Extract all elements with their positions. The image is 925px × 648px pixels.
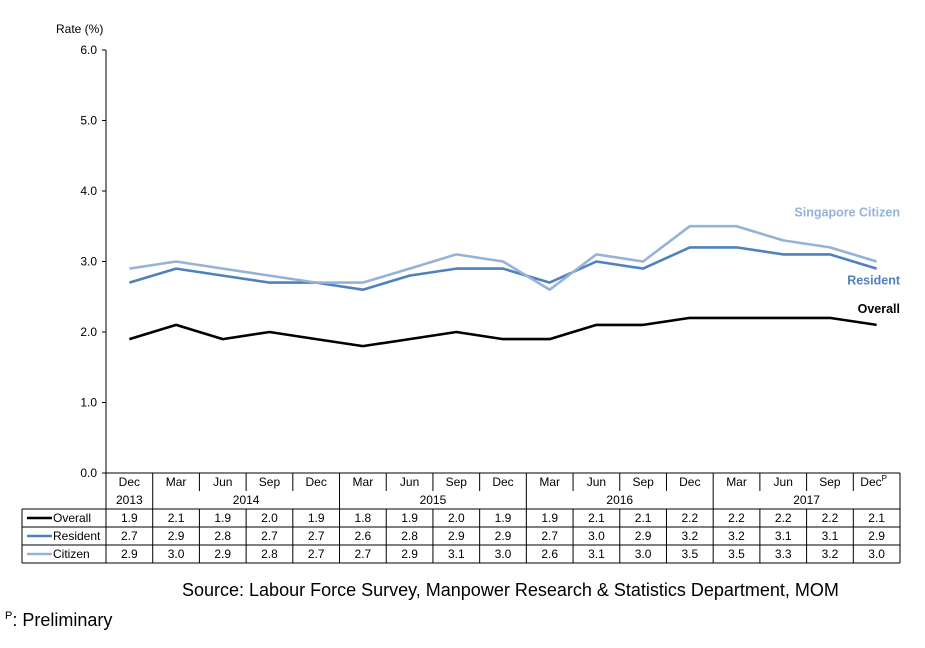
y-tick-label: 6.0 [80, 43, 97, 57]
y-axis-title: Rate (%) [56, 22, 103, 36]
footnote: P: Preliminary [5, 610, 112, 631]
year-label: 2016 [606, 493, 633, 507]
table-cell: 3.1 [588, 547, 605, 561]
legend-label: Citizen [53, 547, 90, 561]
y-tick-label: 2.0 [80, 325, 97, 339]
table-cell: 2.2 [681, 511, 698, 525]
table-cell: 2.7 [121, 529, 138, 543]
year-label: 2013 [116, 493, 143, 507]
x-tick-label: Jun [774, 475, 793, 489]
table-cell: 3.0 [868, 547, 885, 561]
table-cell: 1.9 [401, 511, 418, 525]
x-tick-label: Dec [679, 475, 700, 489]
x-tick-label: Sep [259, 475, 281, 489]
y-tick-label: 1.0 [80, 396, 97, 410]
table-cell: 3.2 [728, 529, 745, 543]
table-cell: 2.1 [635, 511, 652, 525]
table-cell: 3.0 [495, 547, 512, 561]
table-cell: 1.9 [308, 511, 325, 525]
table-cell: 2.7 [355, 547, 372, 561]
table-cell: 2.2 [728, 511, 745, 525]
table-cell: 3.0 [635, 547, 652, 561]
x-tick-label: Mar [726, 475, 747, 489]
table-cell: 1.9 [541, 511, 558, 525]
year-label: 2015 [420, 493, 447, 507]
table-cell: 2.1 [588, 511, 605, 525]
table-cell: 3.1 [822, 529, 839, 543]
table-cell: 1.9 [495, 511, 512, 525]
y-tick-label: 5.0 [80, 114, 97, 128]
table-cell: 2.9 [635, 529, 652, 543]
series-line-overall [129, 316, 877, 348]
x-tick-label: Dec [119, 475, 140, 489]
table-cell: 2.6 [541, 547, 558, 561]
source-note: Source: Labour Force Survey, Manpower Re… [182, 580, 839, 600]
table-cell: 3.0 [168, 547, 185, 561]
x-tick-label: Jun [587, 475, 606, 489]
table-cell: 2.0 [261, 511, 278, 525]
table-cell: 2.7 [308, 547, 325, 561]
table-cell: 3.5 [681, 547, 698, 561]
table-cell: 1.9 [214, 511, 231, 525]
table-cell: 2.2 [822, 511, 839, 525]
table-cell: 2.6 [355, 529, 372, 543]
x-tick-label: Sep [819, 475, 841, 489]
table-cell: 2.8 [214, 529, 231, 543]
table-cell: 2.8 [401, 529, 418, 543]
table-cell: 3.0 [588, 529, 605, 543]
preliminary-mark: P [882, 474, 887, 483]
x-tick-label: Dec [306, 475, 327, 489]
y-tick-label: 4.0 [80, 184, 97, 198]
x-tick-label: Dec [492, 475, 513, 489]
x-tick-label: Jun [400, 475, 419, 489]
series-label-citizen: Singapore Citizen [794, 206, 900, 220]
table-cell: 3.5 [728, 547, 745, 561]
table-cell: 1.9 [121, 511, 138, 525]
table-cell: 2.9 [401, 547, 418, 561]
table-cell: 3.1 [775, 529, 792, 543]
footnote-text: : Preliminary [12, 610, 113, 630]
table-cell: 2.9 [868, 529, 885, 543]
series-label-resident: Resident [847, 274, 901, 288]
table-cell: 3.2 [822, 547, 839, 561]
legend-label: Overall [53, 511, 91, 525]
y-tick-label: 3.0 [80, 255, 97, 269]
table-cell: 2.7 [541, 529, 558, 543]
table-cell: 3.1 [448, 547, 465, 561]
series-line-citizen [129, 224, 877, 292]
table-cell: 2.0 [448, 511, 465, 525]
x-tick-label: Sep [446, 475, 468, 489]
table-cell: 3.3 [775, 547, 792, 561]
series-line-resident [129, 246, 877, 292]
legend-label: Resident [53, 529, 101, 543]
x-tick-label: Mar [166, 475, 187, 489]
table-cell: 3.2 [681, 529, 698, 543]
year-label: 2017 [793, 493, 820, 507]
table-cell: 2.9 [121, 547, 138, 561]
x-tick-label: DecP [860, 474, 887, 489]
table-cell: 2.9 [214, 547, 231, 561]
x-tick-label: Jun [213, 475, 232, 489]
table-cell: 1.8 [355, 511, 372, 525]
table-cell: 2.8 [261, 547, 278, 561]
x-tick-label: Sep [632, 475, 654, 489]
table-cell: 2.7 [308, 529, 325, 543]
x-tick-label: Mar [353, 475, 374, 489]
series-label-overall: Overall [858, 302, 900, 316]
table-cell: 2.1 [868, 511, 885, 525]
unemployment-rate-chart: 0.0 1.0 2.0 3.0 4.0 5.0 6.0 Rate (%) Dec Mar Jun Se… [21, 22, 901, 564]
table-cell: 2.2 [775, 511, 792, 525]
table-cell: 2.9 [448, 529, 465, 543]
table-cell: 2.9 [168, 529, 185, 543]
table-cell: 2.7 [261, 529, 278, 543]
table-cell: 2.9 [495, 529, 512, 543]
y-tick-label: 0.0 [80, 466, 97, 480]
table-cell: 2.1 [168, 511, 185, 525]
year-label: 2014 [233, 493, 260, 507]
x-tick-label: Mar [539, 475, 560, 489]
footnote-mark: P [5, 610, 13, 622]
